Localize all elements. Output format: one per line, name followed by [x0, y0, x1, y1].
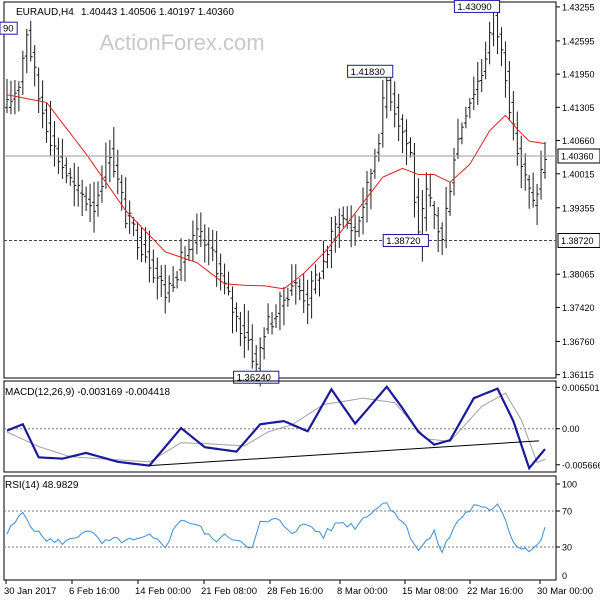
price-axis-tick-label: 1.41950 — [562, 70, 595, 80]
price-annotation-box — [382, 233, 429, 247]
time-axis-tick-label: 14 Feb 00:00 — [135, 586, 191, 597]
macd-panel: 0.006501 0.00 -0.005666 — [3, 380, 600, 473]
macd-title: MACD(12,26,9) -0.003169 -0.004418 — [5, 387, 171, 398]
watermark-text: ActionForex.com — [99, 30, 264, 55]
price-axis-tick-label: 1.39355 — [562, 203, 595, 213]
rsi-axis-tick-label: 100 — [562, 480, 577, 490]
time-axis-tick-label: 15 Mar 08:00 — [402, 586, 458, 597]
chart-symbol: EURAUD,H4 — [16, 7, 74, 18]
rsi-axis-tick-label: 70 — [562, 507, 572, 517]
price-annotation: 1.36240 — [237, 373, 271, 384]
time-axis: 30 Jan 2017 6 Feb 16:00 14 Feb 00:00 21 Feb… — [4, 580, 593, 597]
time-axis-tick-label: 21 Feb 08:00 — [201, 586, 257, 597]
rsi-title: RSI(14) 48.9829 — [5, 480, 79, 491]
price-annotation: 1.38720 — [386, 236, 420, 247]
price-axis-tick-label: 1.40660 — [562, 136, 595, 146]
price-annotation: 1.41830 — [351, 67, 385, 78]
macd-signal-line — [6, 392, 546, 464]
support-level-label: 1.38720 — [561, 236, 594, 246]
time-axis-tick-label: 22 Mar 16:00 — [467, 586, 523, 597]
price-axis-tick-label: 1.38065 — [562, 270, 595, 280]
price-axis-tick-label: 1.41305 — [562, 103, 595, 113]
time-axis-tick-label: 8 Mar 00:00 — [337, 586, 388, 597]
price-axis-tick-label: 1.40015 — [562, 169, 595, 179]
time-axis-tick-label: 6 Feb 16:00 — [69, 586, 120, 597]
macd-axis-tick-label: 0.006501 — [562, 383, 600, 393]
price-axis-tick-label: 1.43255 — [562, 2, 595, 12]
moving-average-line — [6, 94, 546, 290]
price-axis-tick-label: 1.37420 — [562, 303, 595, 313]
support-level-label-box — [557, 232, 600, 248]
price-annotation-box — [233, 370, 280, 384]
time-axis-tick-label: 28 Feb 16:00 — [267, 586, 323, 597]
price-annotation-box — [347, 64, 394, 78]
macd-axis-tick-label: -0.005666 — [562, 460, 600, 470]
macd-line — [6, 384, 546, 471]
macd-trendline — [149, 440, 540, 467]
price-annotation: 90 — [3, 24, 14, 35]
price-annotation-box — [453, 0, 501, 13]
time-axis-tick-label: 30 Mar 00:00 — [537, 586, 593, 597]
chart-ohlc: 1.40443 1.40506 1.40197 1.40360 — [81, 7, 234, 18]
price-annotation-box — [0, 21, 18, 35]
price-axis-tick-label: 1.36760 — [562, 337, 595, 347]
macd-axis-tick-label: 0.00 — [562, 424, 580, 434]
rsi-line — [6, 502, 546, 554]
price-axis-tick-label: 1.36115 — [562, 370, 594, 380]
price-panel: 1.43255 1.42595 1.41950 1.41305 1.40660 1.400… — [0, 0, 600, 387]
rsi-axis-tick-label: 0 — [562, 571, 567, 581]
rsi-panel: 100 70 30 0 — [3, 475, 577, 581]
price-annotation: 1.43090 — [457, 2, 491, 13]
macd-panel-frame — [3, 380, 557, 473]
current-price-label-box — [557, 148, 600, 164]
rsi-panel-frame — [3, 475, 557, 581]
time-axis-tick-label: 30 Jan 2017 — [4, 586, 56, 597]
rsi-axis-tick-label: 30 — [562, 543, 572, 553]
current-price-label: 1.40360 — [561, 152, 594, 162]
price-panel-frame — [3, 1, 557, 379]
price-axis-tick-label: 1.42595 — [562, 36, 595, 46]
